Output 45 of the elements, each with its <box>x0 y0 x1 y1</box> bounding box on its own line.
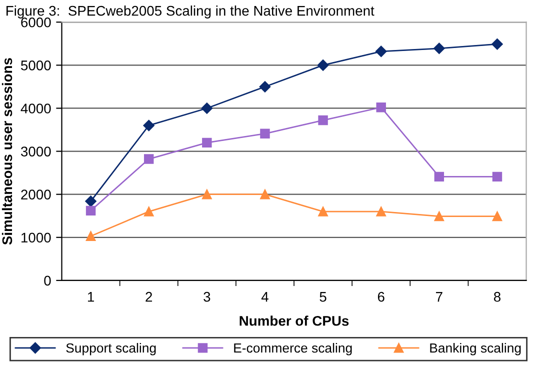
y-axis-title: Simultaneous user sessions <box>2 58 12 245</box>
chart-title: Figure 3: SPECweb2005 Scaling in the Native Environment <box>6 6 374 18</box>
point <box>492 38 503 50</box>
point <box>434 172 444 182</box>
point <box>144 206 154 216</box>
legend-label: Support scaling <box>66 342 156 356</box>
x-tick-label: 7 <box>436 292 442 302</box>
y-tick-label: 0 <box>44 276 51 286</box>
point <box>375 46 387 58</box>
legend-label: Banking scaling <box>430 342 521 356</box>
y-tick-label: 6000 <box>21 17 51 28</box>
y-tick-label: 5000 <box>21 60 51 70</box>
point <box>492 172 502 182</box>
x-tick-label: 1 <box>88 292 94 302</box>
point <box>434 42 445 54</box>
point <box>143 120 154 132</box>
point <box>376 102 386 112</box>
point <box>86 231 96 241</box>
point <box>260 128 270 138</box>
x-tick-label: 6 <box>378 292 384 302</box>
point <box>85 196 96 207</box>
point <box>202 189 212 200</box>
y-tick-label: 4000 <box>20 104 51 114</box>
point <box>317 60 329 71</box>
x-tick-label: 8 <box>494 292 500 302</box>
point <box>318 115 328 126</box>
point <box>201 102 213 114</box>
legend-label: E-commerce scaling <box>234 342 352 356</box>
x-tick-label: 3 <box>204 292 210 302</box>
point <box>202 138 212 148</box>
y-tick-label: 1000 <box>22 232 51 243</box>
y-tick-label: 2000 <box>21 190 51 200</box>
point <box>434 211 444 222</box>
x-tick-label: 5 <box>320 292 326 302</box>
x-axis-title: Number of CPUs <box>240 316 349 326</box>
point <box>376 206 386 216</box>
y-tick-label: 3000 <box>20 146 51 156</box>
point <box>492 211 502 222</box>
point <box>318 206 328 216</box>
point <box>144 154 154 164</box>
point <box>86 206 96 216</box>
point <box>260 189 270 200</box>
x-tick-label: 4 <box>261 292 268 302</box>
x-tick-label: 2 <box>146 292 152 302</box>
point <box>259 81 271 92</box>
